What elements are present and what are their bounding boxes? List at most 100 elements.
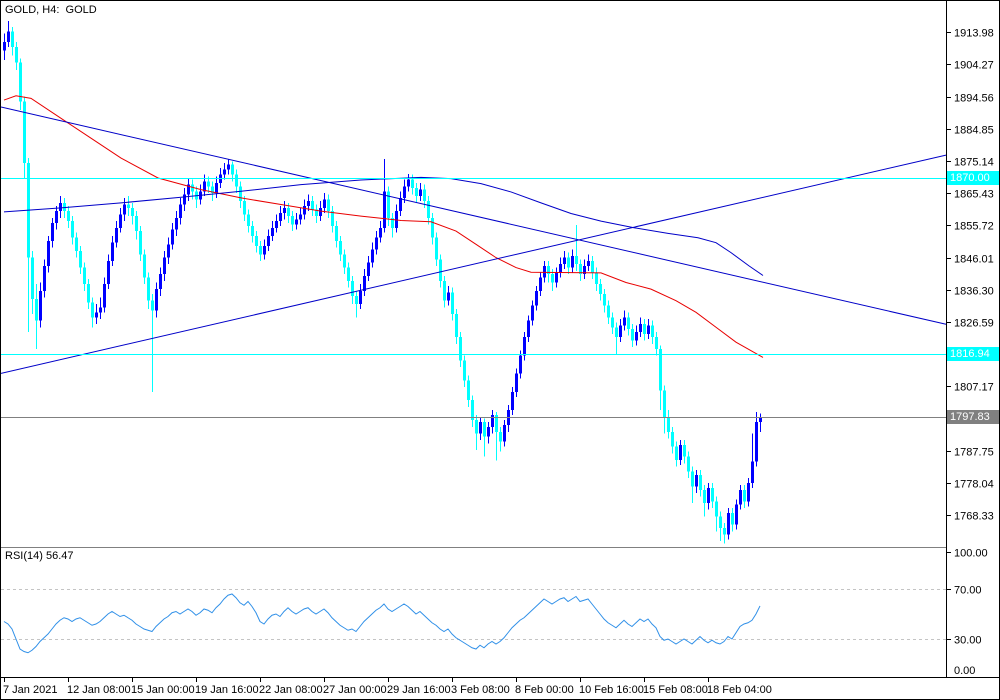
price-axis-label: 1807.17 [954,382,994,394]
candle-bull [115,227,118,243]
rsi-axis-label: 30.00 [954,635,982,647]
candle-bear [351,280,354,296]
candle-bear [287,207,290,217]
price-level-box-1816: 1816.94 [947,347,999,361]
candle-bull [283,207,286,213]
candle-bear [495,415,498,432]
candle-bear [703,489,706,504]
candle-bull [559,264,562,273]
candle-bear [35,299,38,321]
candle-bull [227,164,230,170]
candle-bull [375,237,378,250]
candle-bull [295,219,298,225]
candle-bull [167,244,170,258]
candle-bull [59,202,62,212]
candle-bear [15,46,18,63]
candle-bull [203,181,206,192]
chart-title: GOLD, H4: GOLD [5,4,97,16]
candle-bear [723,527,726,535]
candle-bear [651,325,654,338]
candle-bear [191,184,194,192]
candle-bull [179,204,182,218]
candle-bull [543,265,546,278]
candle-bull [111,242,114,261]
candle-bear [87,284,90,303]
candle-bear [91,302,94,318]
candle-bull [695,474,698,487]
candle-bear [475,420,478,434]
candle-bear [347,267,350,281]
candle-bull [371,249,374,263]
time-axis-label: 15 Feb 08:00 [643,684,708,696]
candle-bull [519,355,522,374]
price-scale-drag-area[interactable] [947,1,1000,677]
rsi-axis-label: 70.00 [954,585,982,597]
candle-bull [379,227,382,238]
price-axis-label: 1913.98 [954,28,994,40]
candle-bull [755,421,758,462]
candle-bull [99,307,102,313]
candle-bear [31,257,34,300]
price-axis-label: 1904.27 [954,60,994,72]
candle-bull [707,488,710,504]
candle-bull [279,212,282,222]
candle-bear [631,328,634,341]
candle-bull [7,31,10,43]
candle-bear [315,209,318,217]
candle-bull [183,194,186,205]
candle-bear [127,204,130,208]
candle-bear [595,272,598,285]
candle-bear [11,31,14,47]
candle-bear [147,277,150,301]
time-scale-drag-area[interactable] [1,678,1000,700]
candle-bear [211,186,214,193]
candle-bear [467,380,470,401]
candle-bear [207,181,210,187]
candle-bull [679,445,682,460]
candle-bull [323,199,326,208]
candle-bear [439,259,442,281]
candle-bear [331,211,334,227]
candle-bull [515,373,518,392]
candle-bull [623,317,626,326]
candle-bear [243,201,246,215]
candle-bear [71,221,74,238]
candle-bull [271,227,274,237]
price-axis-label: 1855.72 [954,221,994,233]
candle-bull [43,265,46,291]
candle-bull [491,415,494,427]
candle-bull [511,391,514,411]
candle-bear [391,217,394,228]
price-axis-label: 1884.85 [954,125,994,137]
candle-bear [627,317,630,329]
candle-bear [63,202,66,212]
rsi-axis-label: 0.00 [954,665,975,677]
candle-bear [143,254,146,278]
time-axis-label: 27 Jan 00:00 [323,684,387,696]
candle-bear [499,431,502,442]
candle-bear [455,313,458,338]
candle-bull [155,289,158,311]
candle-bear [683,445,686,457]
candle-bear [139,231,142,255]
candle-bear [607,305,610,318]
candle-bull [571,255,574,268]
time-axis-label: 8 Feb 00:00 [515,684,574,696]
rsi-indicator-label: RSI(14) 56.47 [5,550,74,562]
price-axis-label: 1846.01 [954,254,994,266]
candle-bear [459,337,462,361]
price-axis-label: 1894.56 [954,93,994,105]
candle-bear [655,337,658,349]
candle-bull [47,241,50,266]
candle-bear [79,250,82,268]
candle-bear [663,390,666,417]
candle-bull [531,305,534,321]
candle-bull [583,265,586,275]
candle-bear [251,226,254,237]
candle-bear [355,295,358,305]
time-axis-label: 29 Jan 16:00 [387,684,451,696]
time-axis-label: 18 Feb 04:00 [707,684,772,696]
candle-bull [367,262,370,276]
candle-bear [259,245,262,255]
